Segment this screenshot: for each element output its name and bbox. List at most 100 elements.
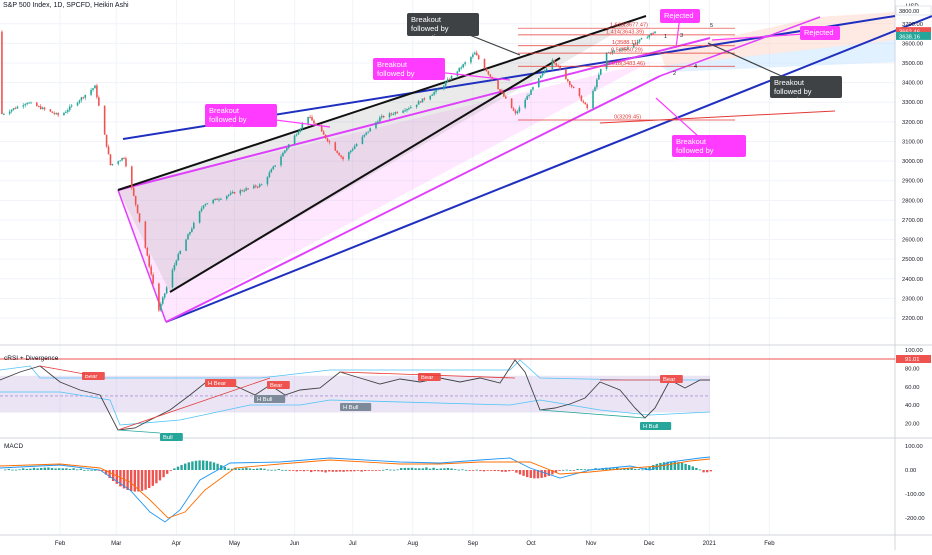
- candle-body: [84, 94, 87, 98]
- wave-label: 4: [694, 64, 697, 70]
- annotation-callout: Rejected: [711, 26, 840, 41]
- macd-histogram-bar: [158, 470, 162, 481]
- candle-body: [286, 147, 288, 151]
- annotation-line: Breakout: [209, 106, 240, 115]
- macd-histogram-bar: [277, 468, 280, 470]
- crsi-tick-label: 80.00: [905, 366, 920, 372]
- macd-histogram-bar: [367, 470, 370, 471]
- time-tick-label: 2021: [703, 541, 717, 547]
- candle-body: [514, 110, 517, 114]
- candle-body: [472, 54, 474, 57]
- annotation-text: Breakout followed by correction: [377, 60, 415, 87]
- price-tick-label: 3200.00: [902, 120, 923, 126]
- candle-body: [107, 146, 110, 155]
- macd-histogram-bar: [112, 470, 115, 482]
- macd-histogram-bar: [248, 468, 252, 470]
- candle-body: [96, 85, 98, 98]
- annotation-box: [770, 76, 842, 98]
- candle-body: [532, 87, 534, 90]
- candle-body: [216, 198, 218, 200]
- macd-histogram-bar: [108, 470, 111, 478]
- candle-body: [394, 112, 397, 114]
- candle-body: [146, 247, 149, 256]
- chart-title: S&P 500 Index, 1D, SPCFD, Heikin Ashi: [3, 2, 129, 9]
- macd-histogram-bar: [32, 467, 36, 470]
- candle-body: [543, 70, 546, 73]
- macd-histogram-bar: [680, 462, 684, 470]
- candle-body: [218, 199, 220, 201]
- macd-histogram-bar: [580, 469, 583, 470]
- annotation-line: Rejected: [664, 11, 694, 20]
- candle-body: [202, 205, 205, 209]
- macd-tick-label: 0.00: [905, 468, 916, 474]
- candle-body: [551, 60, 554, 69]
- candle-body: [336, 150, 339, 153]
- candle-body: [287, 144, 290, 148]
- candle-body: [654, 31, 656, 34]
- candle-body: [144, 221, 147, 248]
- annotation-line: followed by: [774, 87, 812, 96]
- candle-body: [627, 47, 629, 49]
- candle-body: [475, 52, 478, 56]
- macd-histogram-bar: [349, 470, 352, 472]
- macd-histogram-bar: [43, 467, 46, 470]
- divergence-line: [117, 429, 161, 434]
- macd-histogram-bar: [79, 468, 82, 470]
- candle-body: [636, 41, 639, 44]
- candle-body: [555, 63, 558, 66]
- macd-histogram-bar: [256, 468, 259, 470]
- annotation-box: [660, 9, 700, 23]
- candle-body: [163, 293, 166, 298]
- macd-histogram-bar: [148, 470, 151, 489]
- macd-histogram-bar: [169, 470, 172, 471]
- annotation-line: followed by: [209, 115, 247, 124]
- macd-histogram-bar: [94, 469, 97, 471]
- price-tag: [896, 27, 931, 36]
- fib-label: 1.414(3643.39): [606, 29, 644, 35]
- macd-histogram-bar: [490, 470, 493, 471]
- candle-body: [233, 191, 236, 194]
- candle-body: [76, 102, 79, 106]
- candle-body: [530, 89, 532, 95]
- macd-histogram-bar: [702, 470, 705, 473]
- macd-histogram-bar: [227, 468, 230, 470]
- candle-body: [559, 66, 561, 70]
- candle-body: [545, 68, 548, 71]
- candle-body: [382, 115, 385, 118]
- candle-body: [419, 101, 422, 103]
- macd-histogram-bar: [270, 469, 273, 471]
- candle-body: [404, 110, 406, 112]
- candle-body: [512, 108, 515, 111]
- macd-histogram-bar: [68, 468, 72, 470]
- candle-body: [206, 203, 209, 205]
- macd-histogram-bar: [475, 469, 478, 471]
- candle-body: [477, 55, 480, 60]
- macd-histogram-bar: [295, 470, 298, 472]
- annotation-text: Breakout followed by correction: [209, 106, 247, 133]
- candle-body: [82, 97, 85, 99]
- candle-body: [130, 166, 133, 188]
- macd-histogram-bar: [191, 461, 194, 470]
- macd-histogram-bar: [306, 470, 309, 471]
- macd-histogram-bar: [61, 468, 64, 470]
- macd-histogram-bar: [238, 468, 241, 470]
- macd-histogram-bar: [396, 469, 399, 471]
- candle-body: [619, 49, 621, 51]
- wave-label: 1: [664, 34, 667, 40]
- time-tick-label: Feb: [764, 541, 775, 547]
- macd-histogram-bar: [688, 465, 691, 470]
- macd-histogram-bar: [432, 467, 435, 470]
- candle-body: [313, 120, 315, 124]
- candle-body: [351, 148, 354, 151]
- candle-body: [258, 184, 261, 187]
- macd-histogram-bar: [400, 467, 403, 470]
- candle-body: [179, 250, 182, 254]
- candle-body: [505, 96, 507, 99]
- candle-body: [408, 108, 410, 110]
- price-tick-label: 3700.00: [902, 22, 923, 28]
- trendline-magenta-left: [117, 189, 167, 323]
- candle-body: [363, 134, 366, 137]
- candle-body: [565, 69, 567, 80]
